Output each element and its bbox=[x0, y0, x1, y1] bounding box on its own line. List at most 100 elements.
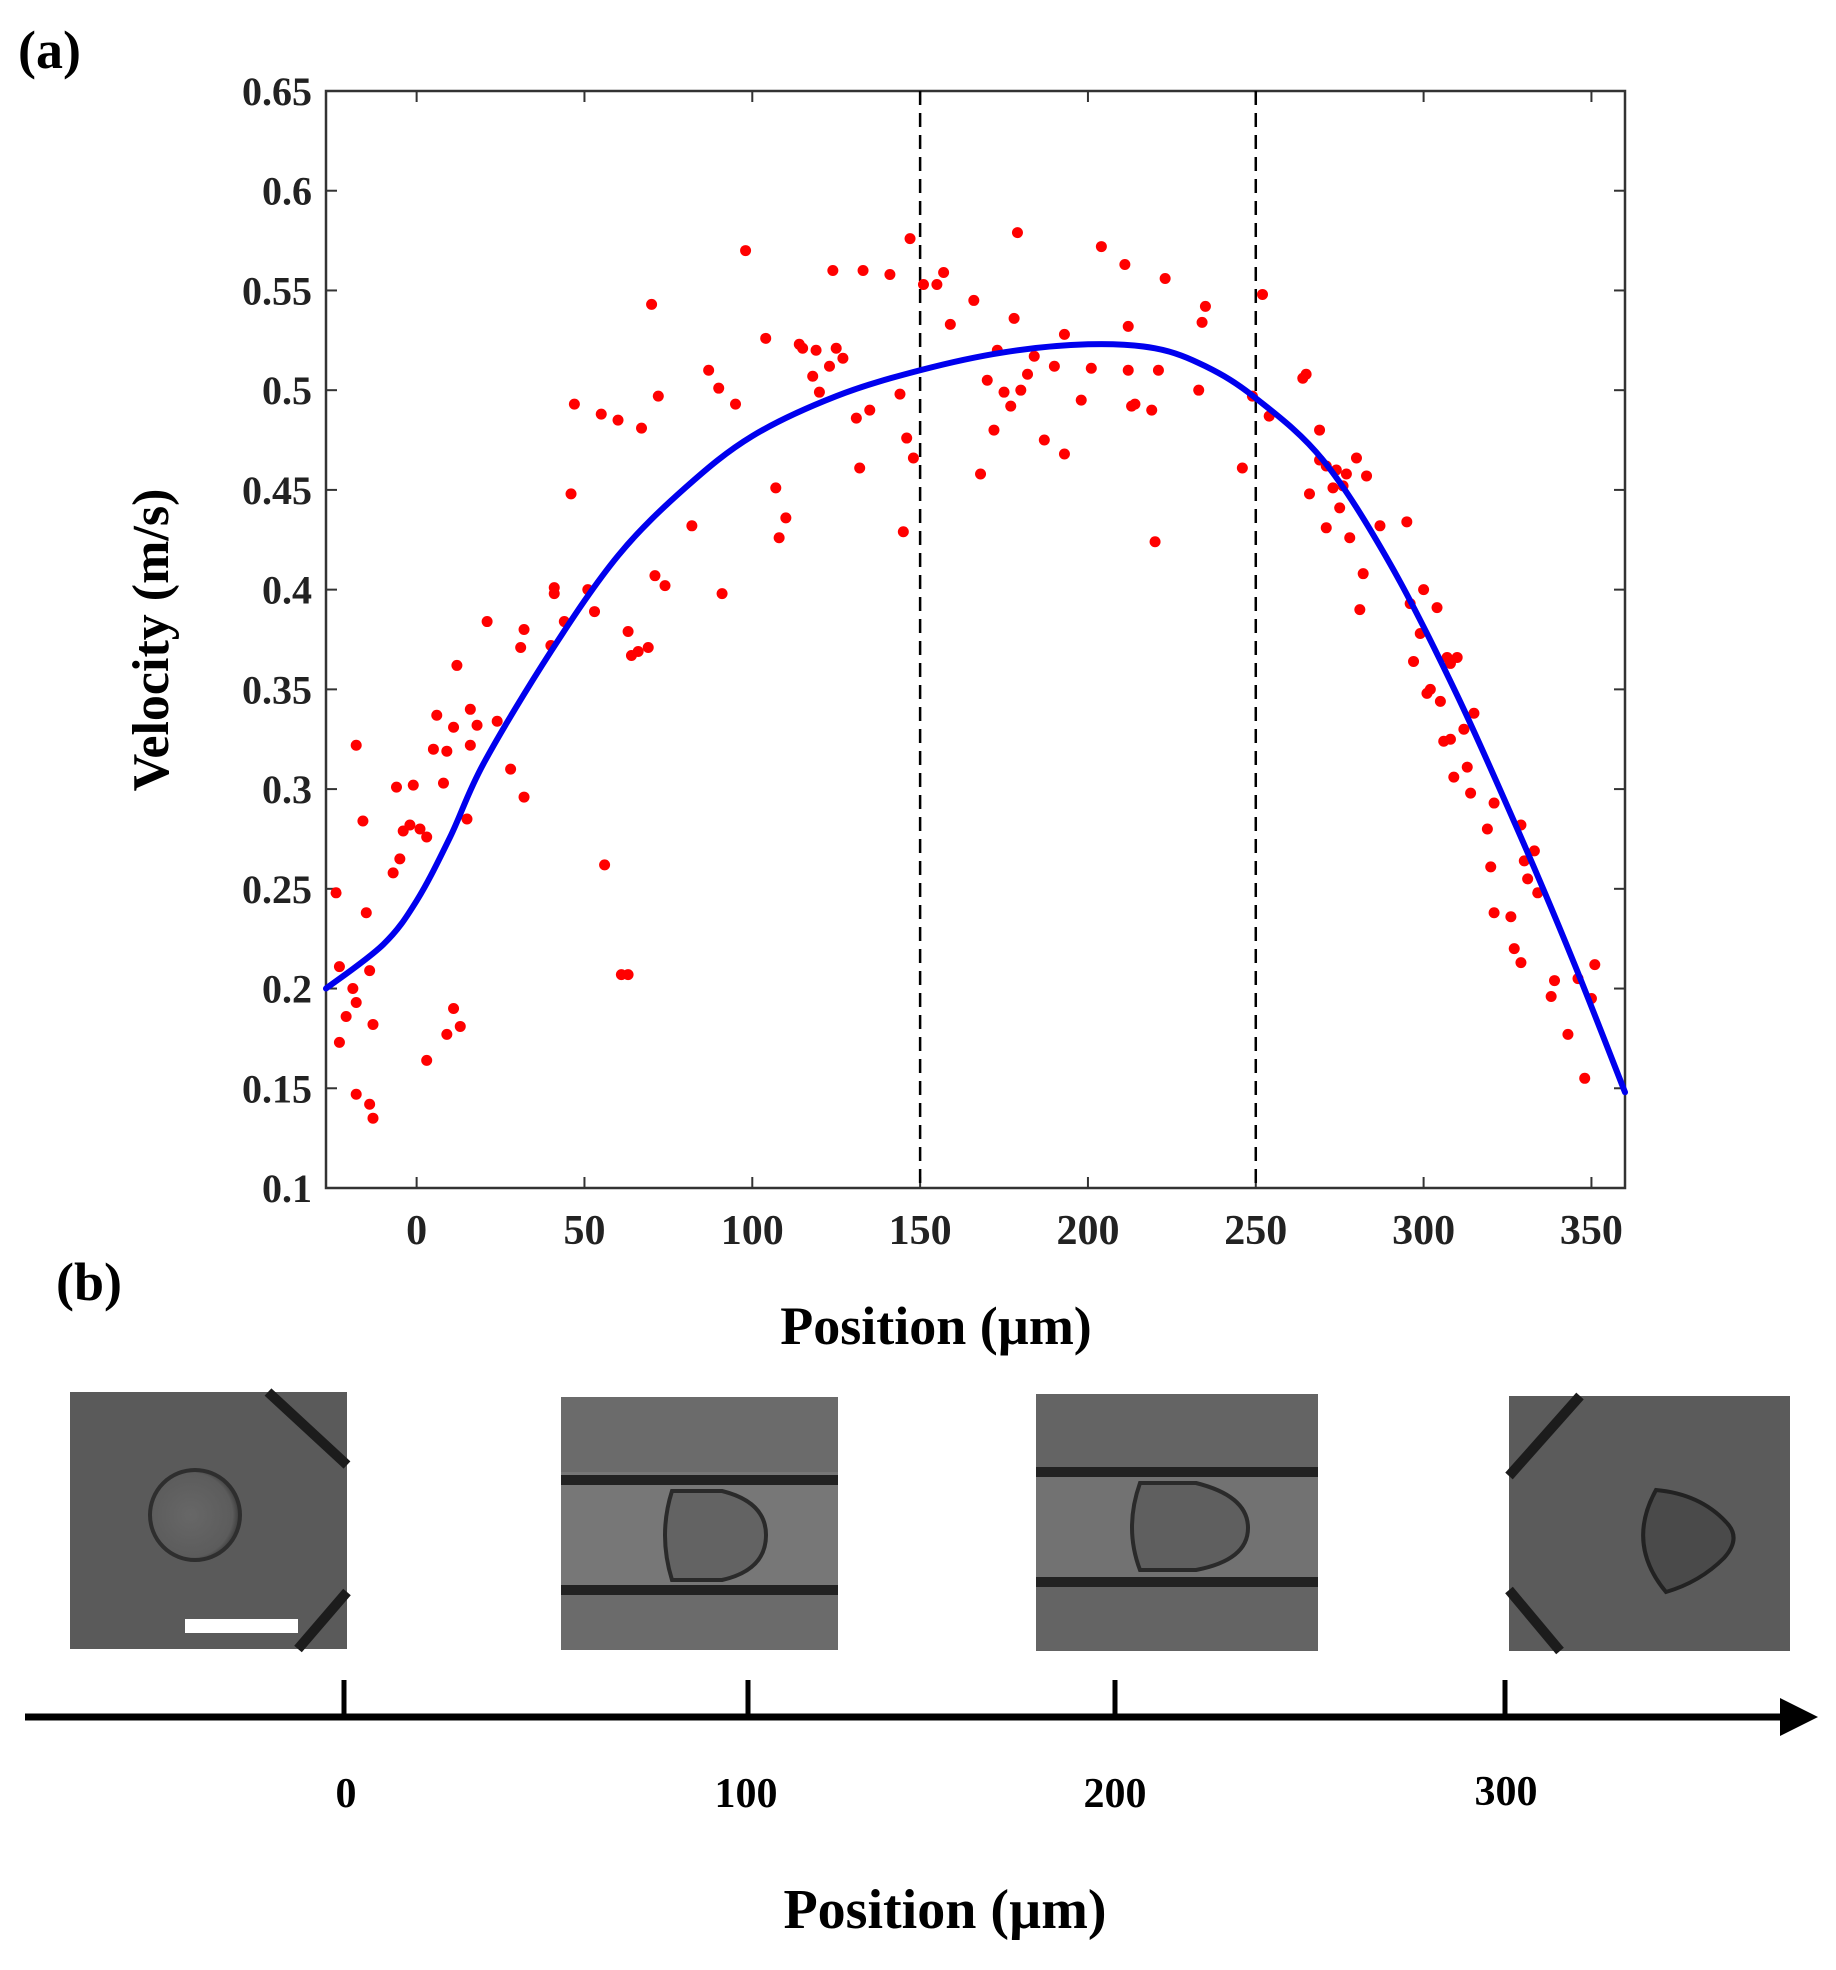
data-point bbox=[1424, 683, 1436, 695]
data-point bbox=[448, 721, 460, 733]
data-point bbox=[548, 588, 560, 600]
data-point bbox=[797, 342, 809, 354]
data-point bbox=[404, 819, 416, 831]
data-point bbox=[1344, 532, 1356, 544]
data-point bbox=[461, 813, 473, 825]
data-point bbox=[975, 468, 987, 480]
data-point bbox=[904, 233, 916, 245]
data-point bbox=[347, 983, 359, 995]
arrow-head-icon bbox=[1780, 1698, 1818, 1736]
data-point bbox=[780, 512, 792, 524]
data-point bbox=[646, 298, 658, 310]
data-point bbox=[471, 719, 483, 731]
data-point bbox=[481, 616, 493, 628]
data-point bbox=[1015, 384, 1027, 396]
data-point bbox=[454, 1020, 466, 1032]
data-point bbox=[917, 278, 929, 290]
data-point bbox=[1458, 723, 1470, 735]
data-point bbox=[1058, 328, 1070, 340]
data-point bbox=[813, 386, 825, 398]
y-tick-label: 0.2 bbox=[262, 967, 312, 1012]
data-point bbox=[686, 520, 698, 532]
panel-a-label: (a) bbox=[18, 20, 81, 80]
x-tick-label: 100 bbox=[721, 1208, 784, 1254]
data-point bbox=[464, 703, 476, 715]
x-tick-label: 150 bbox=[889, 1208, 952, 1254]
data-point bbox=[394, 853, 406, 865]
data-point bbox=[360, 907, 372, 919]
scale-bar bbox=[185, 1619, 298, 1633]
y-tick-label: 0.1 bbox=[262, 1166, 312, 1211]
position-tick-100: 100 bbox=[715, 1771, 778, 1817]
data-point bbox=[713, 382, 725, 394]
data-point bbox=[367, 1112, 379, 1124]
data-point bbox=[968, 294, 980, 306]
data-point bbox=[1122, 320, 1134, 332]
data-point bbox=[1579, 1072, 1591, 1084]
data-point bbox=[1340, 468, 1352, 480]
x-tick-label: 200 bbox=[1056, 1208, 1119, 1254]
data-point bbox=[907, 452, 919, 464]
data-point bbox=[1354, 604, 1366, 616]
data-point bbox=[931, 278, 943, 290]
panel-b-label: (b) bbox=[56, 1252, 122, 1312]
data-point bbox=[1149, 536, 1161, 548]
data-point bbox=[850, 412, 862, 424]
data-point bbox=[1465, 787, 1477, 799]
position-tick-200: 200 bbox=[1084, 1771, 1147, 1817]
data-point bbox=[357, 815, 369, 827]
data-point bbox=[1468, 707, 1480, 719]
data-point bbox=[364, 1098, 376, 1110]
y-tick-label: 0.35 bbox=[242, 667, 312, 712]
data-point bbox=[1058, 448, 1070, 460]
x-axis-label: Position (µm) bbox=[780, 1296, 1092, 1356]
data-point bbox=[441, 1028, 453, 1040]
data-point bbox=[1236, 462, 1248, 474]
data-point bbox=[421, 1054, 433, 1066]
data-point bbox=[1256, 288, 1268, 300]
data-point bbox=[894, 388, 906, 400]
data-point bbox=[1488, 797, 1500, 809]
y-tick-label: 0.15 bbox=[242, 1066, 312, 1111]
data-point bbox=[760, 332, 772, 344]
data-point bbox=[1451, 651, 1463, 663]
data-point bbox=[421, 831, 433, 843]
data-point bbox=[807, 370, 819, 382]
data-point bbox=[1005, 400, 1017, 412]
data-point bbox=[1028, 350, 1040, 362]
data-point bbox=[518, 624, 530, 636]
data-point bbox=[505, 763, 517, 775]
y-tick-label: 0.5 bbox=[262, 368, 312, 413]
data-point bbox=[464, 739, 476, 751]
data-point bbox=[427, 743, 439, 755]
data-point bbox=[1327, 482, 1339, 494]
data-point bbox=[1334, 502, 1346, 514]
data-point bbox=[823, 360, 835, 372]
data-point bbox=[1505, 911, 1517, 923]
data-point bbox=[1401, 516, 1413, 528]
data-point bbox=[716, 588, 728, 600]
data-point bbox=[642, 641, 654, 653]
data-point bbox=[330, 887, 342, 899]
data-point bbox=[387, 867, 399, 879]
data-point bbox=[1199, 300, 1211, 312]
data-point bbox=[1357, 568, 1369, 580]
data-point bbox=[1320, 522, 1332, 534]
y-tick-label: 0.65 bbox=[242, 69, 312, 114]
data-point bbox=[364, 965, 376, 977]
y-tick-label: 0.3 bbox=[262, 767, 312, 812]
data-point bbox=[854, 462, 866, 474]
plot-frame bbox=[324, 89, 1627, 1190]
data-point bbox=[1361, 470, 1373, 482]
data-point bbox=[1048, 360, 1060, 372]
fit-curve bbox=[323, 341, 1628, 1096]
data-point bbox=[451, 659, 463, 671]
data-point bbox=[652, 390, 664, 402]
data-point bbox=[1431, 602, 1443, 614]
data-point bbox=[1522, 873, 1534, 885]
data-point bbox=[649, 570, 661, 582]
data-point bbox=[1038, 434, 1050, 446]
data-point bbox=[1488, 907, 1500, 919]
data-point bbox=[1022, 368, 1034, 380]
data-point bbox=[1119, 259, 1131, 271]
